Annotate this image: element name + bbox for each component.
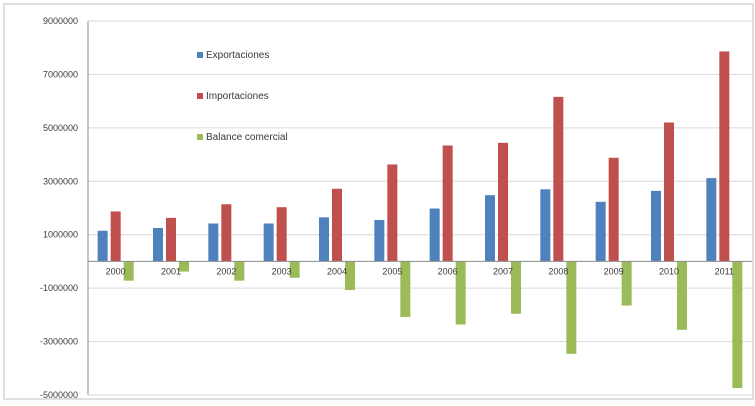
bar-exportaciones-2003 [263,223,274,262]
bar-exportaciones-2001 [153,228,163,262]
legend-swatch-balance [197,134,203,140]
y-tick-label: 7000000 [43,69,78,79]
y-tick-label: -1000000 [40,283,78,293]
x-tick-label: 2002 [216,266,236,276]
x-tick-label: 2000 [106,266,126,276]
bar-balance-2007 [511,261,521,314]
bar-importaciones-2009 [608,157,619,262]
x-tick-label: 2011 [715,266,734,276]
bar-importaciones-2004 [332,188,342,262]
x-tick-label: 2010 [659,266,679,276]
bar-balance-2011 [732,261,743,389]
bar-balance-2008 [566,261,577,354]
bar-importaciones-2003 [276,207,287,262]
bar-importaciones-2010 [664,122,674,262]
plot-area-border [3,3,754,400]
bar-balance-2000 [123,261,134,281]
bar-exportaciones-2008 [540,189,551,262]
x-tick-label: 2007 [493,266,513,276]
gridlines [88,20,752,396]
bar-balance-2009 [621,261,632,306]
bar-importaciones-2007 [498,142,508,262]
bar-importaciones-2006 [442,145,453,262]
legend-swatch-exportaciones [197,52,203,58]
x-tick-label: 2004 [327,266,347,276]
bar-exportaciones-2006 [429,208,440,262]
x-tick-label: 2006 [438,266,458,276]
bar-exportaciones-2002 [208,223,219,262]
bar-balance-2005 [400,261,411,317]
bar-exportaciones-2004 [319,217,329,262]
bar-importaciones-2000 [110,211,121,262]
x-tick-label: 2008 [548,266,568,276]
y-tick-label: 3000000 [43,176,78,186]
x-axis: 2000 2001 2002 2003 2004 2005 2006 2007 2008 2009… [88,260,752,276]
bar-exportaciones-2005 [374,220,385,262]
y-tick-label: -5000000 [40,390,78,400]
legend-label-exportaciones: Exportaciones [206,50,269,61]
y-tick-label: 5000000 [43,123,78,133]
bar-exportaciones-2009 [595,201,606,262]
bar-balance-2002 [234,261,245,281]
bar-importaciones-2008 [553,96,564,262]
bar-exportaciones-2007 [485,195,495,262]
legend-item-exportaciones: Exportaciones [197,50,269,61]
legend-label-balance: Balance comercial [206,132,288,143]
bar-balance-2006 [455,261,466,325]
y-tick-label: 9000000 [43,16,78,26]
x-tick-label: 2001 [161,266,181,276]
bar-importaciones-2005 [387,164,398,262]
bars [97,51,743,389]
x-tick-label: 2009 [604,266,624,276]
y-tick-label: -3000000 [40,337,78,347]
bar-balance-2003 [289,261,300,278]
legend-item-importaciones: Importaciones [197,91,269,102]
x-tick-label: 2003 [272,266,292,276]
bar-balance-2001 [179,261,189,272]
bar-importaciones-2001 [166,217,176,262]
legend: Exportaciones Importaciones Balance comerc… [197,50,288,143]
legend-item-balance: Balance comercial [197,132,288,143]
bar-exportaciones-2000 [97,230,108,262]
bar-importaciones-2002 [221,204,232,262]
bar-exportaciones-2010 [651,190,661,262]
bar-balance-2010 [677,261,687,330]
bar-exportaciones-2011 [706,178,717,262]
y-axis: 9000000 7000000 5000000 3000000 1000000 -1000… [40,16,89,400]
bar-balance-2004 [345,261,355,291]
y-tick-label: 1000000 [43,230,78,240]
bar-importaciones-2011 [719,51,730,262]
x-tick-label: 2005 [382,266,402,276]
legend-label-importaciones: Importaciones [206,91,269,102]
legend-swatch-importaciones [197,93,203,99]
